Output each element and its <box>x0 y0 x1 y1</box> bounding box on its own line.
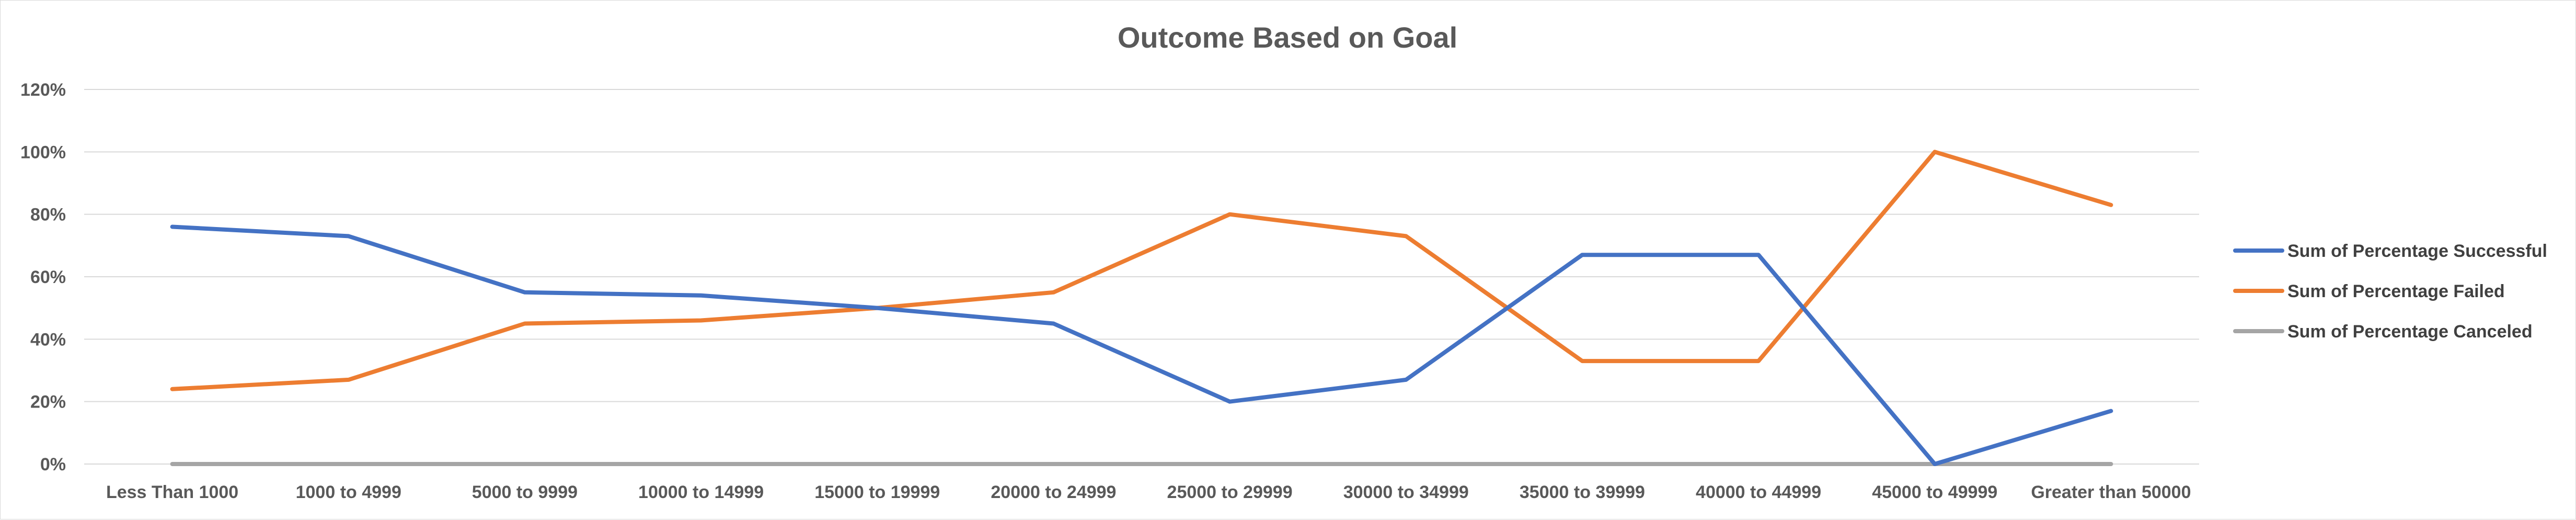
data-point <box>1582 464 1583 465</box>
data-point <box>1406 379 1407 380</box>
legend-item[interactable]: Sum of Percentage Canceled <box>2233 322 2533 342</box>
x-tick-label: 30000 to 34999 <box>1343 482 1469 502</box>
data-point <box>2110 411 2111 412</box>
y-tick-label: 100% <box>20 142 66 162</box>
data-point <box>172 227 173 228</box>
data-point <box>2110 205 2111 206</box>
data-point <box>1758 360 1759 361</box>
data-point <box>700 320 702 321</box>
x-tick-label: 45000 to 49999 <box>1872 482 1997 502</box>
x-tick-label: 25000 to 29999 <box>1167 482 1293 502</box>
data-point <box>1582 254 1583 255</box>
y-tick-label: 120% <box>20 80 66 100</box>
data-point <box>700 295 702 296</box>
data-point <box>1053 292 1054 293</box>
series-line-sum-of-percentage-failed <box>170 150 2113 391</box>
x-tick-label: Less Than 1000 <box>106 482 238 502</box>
data-point <box>2110 464 2111 465</box>
data-point <box>1053 323 1054 324</box>
data-point <box>172 464 173 465</box>
legend[interactable]: Sum of Percentage Successful Sum of Perce… <box>2233 241 2547 342</box>
legend-label: Sum of Percentage Successful <box>2287 241 2547 261</box>
data-point <box>1758 464 1759 465</box>
data-point <box>1229 401 1230 402</box>
x-axis-tick-labels: Less Than 1000 1000 to 4999 5000 to 9999 10… <box>106 482 2191 502</box>
y-tick-label: 20% <box>30 392 66 412</box>
data-point <box>1582 360 1583 361</box>
data-point <box>1934 151 1935 152</box>
data-point <box>1053 464 1054 465</box>
data-point <box>1229 464 1230 465</box>
x-tick-label: 40000 to 44999 <box>1696 482 1821 502</box>
x-tick-label: 15000 to 19999 <box>814 482 940 502</box>
y-tick-label: 40% <box>30 330 66 349</box>
x-tick-label: 1000 to 4999 <box>296 482 401 502</box>
x-tick-label: 5000 to 9999 <box>472 482 578 502</box>
legend-item[interactable]: Sum of Percentage Successful <box>2233 241 2547 261</box>
legend-item[interactable]: Sum of Percentage Failed <box>2233 281 2505 301</box>
data-point <box>877 308 878 309</box>
series-lines <box>170 150 2113 466</box>
data-point <box>524 323 525 324</box>
data-point <box>877 464 878 465</box>
series-line-sum-of-percentage-successful <box>170 224 2113 466</box>
y-tick-label: 60% <box>30 267 66 287</box>
data-point <box>1229 214 1230 215</box>
data-point <box>524 464 525 465</box>
data-point <box>348 379 349 380</box>
legend-label: Sum of Percentage Canceled <box>2287 322 2533 342</box>
legend-label: Sum of Percentage Failed <box>2287 281 2505 301</box>
data-point <box>1758 254 1759 255</box>
y-tick-label: 80% <box>30 205 66 225</box>
data-point <box>1406 235 1407 236</box>
data-point <box>348 235 349 236</box>
data-point <box>348 464 349 465</box>
data-point <box>700 464 702 465</box>
x-tick-label: 10000 to 14999 <box>638 482 764 502</box>
data-point <box>172 389 173 390</box>
gridlines <box>84 89 2199 465</box>
y-axis-tick-labels: 0% 20% 40% 60% 80% 100% 120% <box>20 80 66 474</box>
x-tick-label: 20000 to 24999 <box>991 482 1116 502</box>
data-point <box>1406 464 1407 465</box>
x-tick-label: Greater than 50000 <box>2031 482 2191 502</box>
y-tick-label: 0% <box>40 455 66 474</box>
data-point <box>1934 464 1935 465</box>
chart-title: Outcome Based on Goal <box>1118 21 1457 54</box>
data-point <box>524 292 525 293</box>
x-tick-label: 35000 to 39999 <box>1520 482 1645 502</box>
